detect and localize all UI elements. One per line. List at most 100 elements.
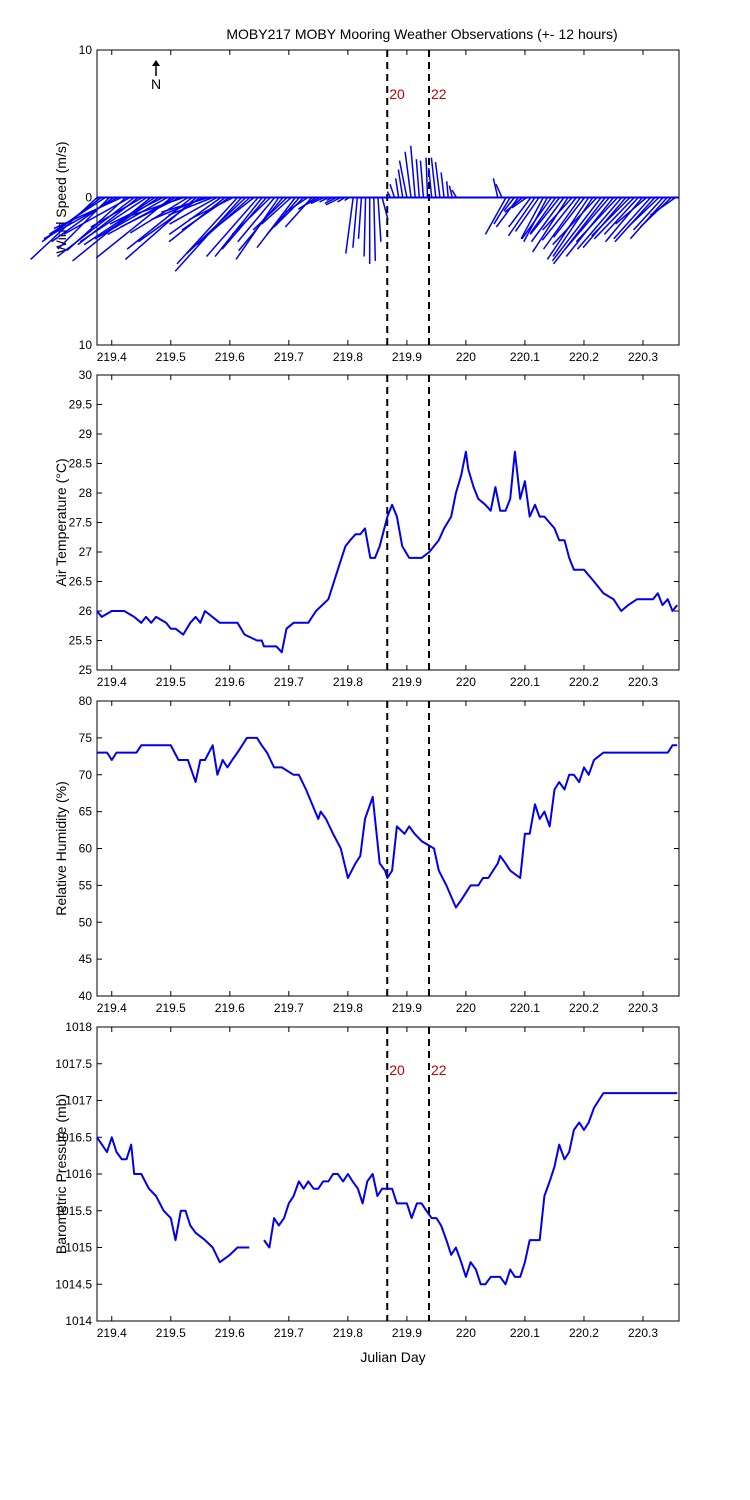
wind-vector [520,197,544,240]
wind-vector [445,181,449,198]
wind-vector [237,197,276,243]
wind-vector [188,196,234,221]
wind-vector [363,197,367,257]
wind-vector [508,197,532,228]
wind-vector [285,196,309,213]
humidity-series-line [97,736,678,909]
x-tick-label: 219.8 [333,675,363,689]
x-tick-label: 219.4 [97,350,127,364]
y-tick-label: 65 [79,805,93,819]
wind-vector [352,197,359,248]
wind-vector [161,196,209,213]
wind-vector [404,151,412,198]
x-tick-label: 220.1 [510,1001,540,1015]
wind-vector [649,196,676,216]
wind-vector [57,196,135,258]
y-tick-label: 60 [79,842,93,856]
x-tick-label: 219.8 [333,1326,363,1340]
wind-vector [109,196,164,225]
wind-vector [603,196,639,235]
wind-vector [214,197,263,257]
wind-vector [633,196,664,231]
wind-vector [94,196,168,240]
wind-vector [273,196,305,228]
wind-vector [593,196,635,240]
y-tick-label: 80 [79,694,93,708]
y-tick-label: 1015.5 [55,1204,92,1218]
y-tick-label: 1014.5 [55,1277,92,1291]
x-tick-label: 220 [456,1001,476,1015]
wind-vector [238,197,284,252]
x-tick-label: 219.8 [333,350,363,364]
wind-vector [430,157,437,198]
wind-vector [553,197,606,265]
wind-vector [168,196,213,216]
y-axis-label: Relative Humidity (%) [53,781,69,916]
x-tick-label: 219.5 [156,1001,186,1015]
y-tick-label: 28.5 [69,457,93,471]
y-tick-label: 10 [79,43,93,57]
wind-vector [507,197,536,237]
wind-vector [564,197,610,250]
x-tick-label: 219.7 [274,1001,304,1015]
x-tick-label: 220.1 [510,350,540,364]
panel-air_temp: 25 25.5 26 26.5 27 27.5 28 28.5 29 29.5 30 219.4 219… [53,368,680,689]
wind-vector [409,145,416,198]
y-tick-label: 1017.5 [55,1057,92,1071]
wind-vector [129,196,189,234]
wind-vector [206,196,255,235]
x-tick-label: 220 [456,350,476,364]
air_temp-series-line [96,450,678,654]
x-tick-label: 219.5 [156,1326,186,1340]
y-tick-label: 25 [79,663,93,677]
wind-vector [48,196,106,236]
y-tick-label: 29.5 [69,398,93,412]
figure-title: MOBY217 MOBY Mooring Weather Observation… [226,26,617,42]
y-axis-label: Air Temperature (°C) [53,458,69,586]
x-tick-label: 219.7 [274,1326,304,1340]
y-tick-label: 10 [79,338,93,352]
wind-vector [427,167,433,198]
x-tick-label: 219.9 [392,675,422,689]
wind-vector [552,196,598,246]
x-tick-label: 219.9 [392,1326,422,1340]
x-tick-label: 220.1 [510,675,540,689]
x-tick-label: 219.6 [215,1001,245,1015]
wind-vector [451,189,458,198]
wind-vector [495,183,503,198]
wind-vector [419,160,425,198]
x-tick-label: 220.1 [510,1326,540,1340]
wind-vector [495,197,520,228]
wind-vector [310,196,325,205]
wind-vector [551,197,602,262]
wind-vector [53,196,123,230]
wind-vector [541,197,577,241]
y-tick-label: 1015 [65,1241,92,1255]
wind-vector [576,197,623,250]
y-tick-label: 1014 [65,1314,92,1328]
wind-vector [529,197,561,235]
wind-vector [615,196,648,225]
wind-vector [266,197,301,235]
x-axis-label: Julian Day [360,1349,425,1365]
panel-pressure: 1014 1014.5 1015 1015.5 1016 1016.5 1017 1017.5… [53,1020,680,1340]
wind-vector [90,196,143,228]
wind-vector [542,196,573,231]
marker-label-20: 20 [389,1062,405,1078]
x-tick-label: 219.6 [215,675,245,689]
wind-vector [503,197,515,212]
x-tick-label: 220.3 [628,350,658,364]
x-tick-label: 219.4 [97,1001,127,1015]
x-tick-label: 220.3 [628,1001,658,1015]
wind-vector [394,178,400,198]
wind-vector [448,185,454,198]
wind-vector [529,197,557,234]
wind-vector [552,197,586,238]
wind-vector [261,196,292,225]
wind-vector [389,183,396,198]
x-tick-label: 220.2 [569,675,599,689]
wind-vector [373,197,377,261]
y-tick-label: 29 [79,427,93,441]
x-tick-label: 219.4 [97,1326,127,1340]
